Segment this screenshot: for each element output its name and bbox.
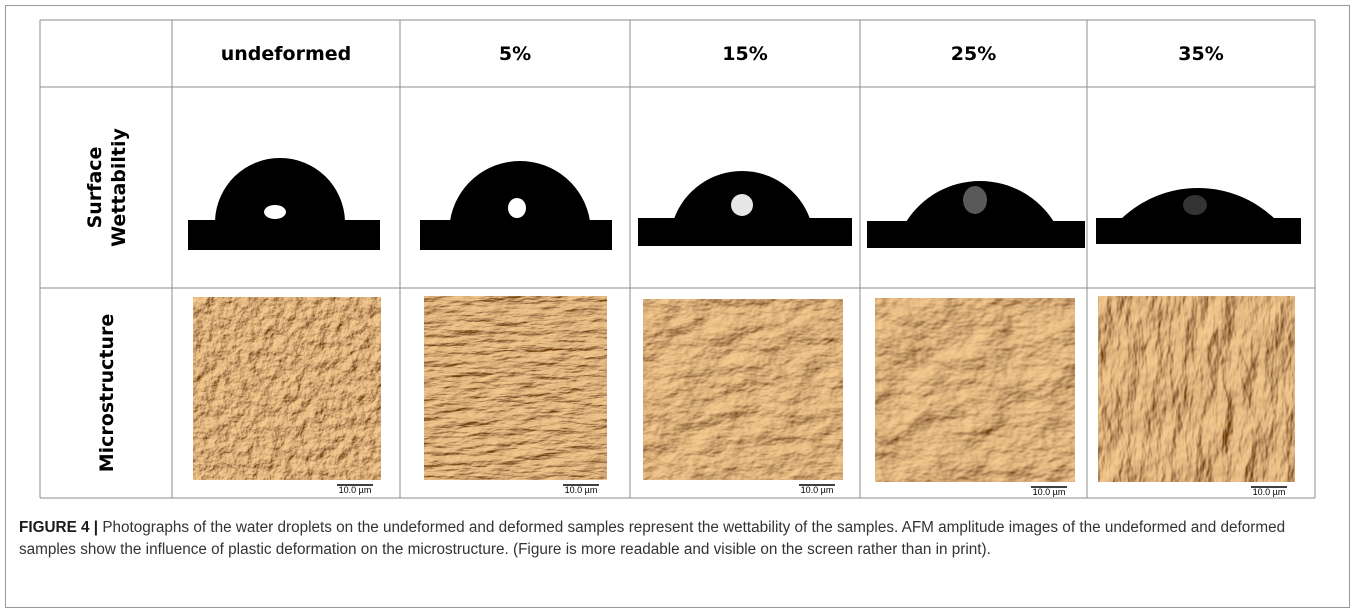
- substrate: [867, 221, 1085, 248]
- caption-label: FIGURE 4 |: [19, 519, 98, 536]
- droplet-highlight: [264, 205, 286, 219]
- column-header: 15%: [722, 43, 767, 65]
- column-header: undeformed: [221, 43, 352, 65]
- scale-bar-label: 10.0 µm: [1253, 487, 1286, 497]
- row-label: Wettabiltiy: [108, 128, 130, 247]
- caption-text: Photographs of the water droplets on the…: [19, 519, 1285, 558]
- substrate: [638, 218, 852, 246]
- droplet-highlight: [1183, 195, 1207, 215]
- afm-image: [1098, 296, 1295, 482]
- row-label: Surface: [84, 147, 106, 229]
- scale-bar-label: 10.0 µm: [565, 485, 598, 495]
- droplet-highlight: [508, 198, 526, 218]
- scale-bar-label: 10.0 µm: [1033, 487, 1066, 497]
- column-header: 35%: [1178, 43, 1223, 65]
- substrate: [1096, 218, 1301, 244]
- column-header: 5%: [499, 43, 531, 65]
- substrate: [188, 220, 380, 250]
- substrate: [420, 220, 612, 250]
- droplet-highlight: [731, 194, 753, 216]
- caption: FIGURE 4 | Photographs of the water drop…: [19, 517, 1339, 561]
- droplet-highlight: [963, 186, 987, 214]
- column-header: 25%: [951, 43, 996, 65]
- afm-image: [424, 296, 607, 480]
- scale-bar-label: 10.0 µm: [339, 485, 372, 495]
- figure: undeformed 5% 15% 25% 35% SurfaceWettabiltiy M…: [0, 0, 1357, 614]
- afm-image: [875, 298, 1075, 482]
- row-label: Microstructure: [96, 314, 118, 473]
- afm-image: [193, 297, 381, 480]
- afm-image: [643, 299, 843, 480]
- scale-bar-label: 10.0 µm: [801, 485, 834, 495]
